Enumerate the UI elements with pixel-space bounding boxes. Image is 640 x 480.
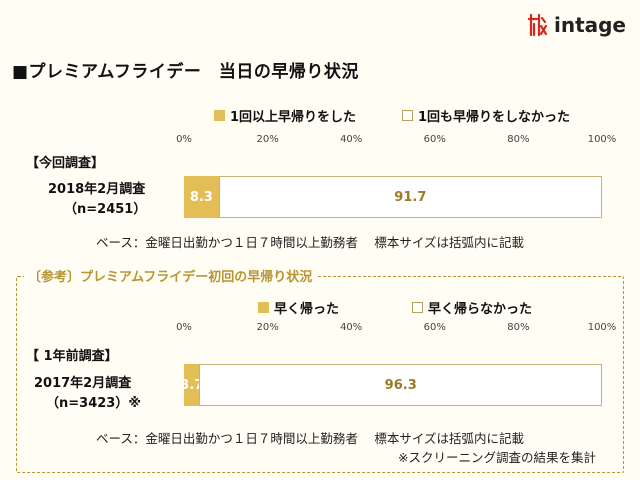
screening-note: ※スクリーニング調査の結果を集計 — [398, 450, 596, 465]
x-axis-reference-tick-1: 20% — [256, 322, 279, 333]
legend-label-not-early: 1回も早帰りをしなかった — [418, 110, 571, 125]
x-axis-reference-tick-0: 0% — [176, 322, 192, 333]
section-label-reference: 【 1年前調査】 — [26, 349, 118, 364]
legend-swatch-early — [214, 110, 225, 121]
legend-label-did-not-go-early: 早く帰らなかった — [428, 302, 533, 317]
reference-title: 〔参考〕プレミアムフライデー初回の早帰り状況 — [24, 266, 317, 285]
x-axis-reference-tick-3: 60% — [423, 322, 446, 333]
x-axis-current-tick-3: 60% — [423, 134, 446, 145]
page-title: ■プレミアムフライデー 当日の早帰り状況 — [12, 62, 359, 82]
x-axis-reference-tick-4: 80% — [507, 322, 530, 333]
bar-current-segment-1: 91.7 — [218, 176, 602, 218]
stacked-bar-current: 8.3 91.7 — [184, 176, 602, 218]
legend-item-did-not-go-early: 早く帰らなかった — [412, 298, 532, 317]
bar-reference-value-label-0: 3.7 — [180, 377, 204, 393]
legend-label-early: 1回以上早帰りをした — [230, 110, 357, 125]
x-axis-current-tick-5: 100% — [587, 134, 617, 145]
row-label-current-line2: （n=2451） — [64, 202, 147, 217]
base-note-reference: ベース：金曜日出勤かつ１日７時間以上勤務者 標本サイズは括弧内に記載 — [96, 431, 524, 446]
row-label-current-line1: 2018年2月調査 — [48, 182, 146, 197]
legend-item-went-early: 早く帰った — [258, 298, 339, 317]
x-axis-current-tick-1: 20% — [256, 134, 279, 145]
x-axis-reference-tick-2: 40% — [340, 322, 363, 333]
legend-label-went-early: 早く帰った — [274, 302, 340, 317]
reference-box — [16, 276, 624, 473]
logo-text: intage — [553, 13, 626, 37]
intage-logo-icon — [527, 13, 548, 37]
bar-reference-value-label-1: 96.3 — [384, 377, 417, 393]
legend-swatch-went-early — [258, 302, 269, 313]
row-label-reference-line2: （n=3423）※ — [46, 396, 141, 411]
section-label-current: 【今回調査】 — [26, 156, 105, 171]
base-note-current: ベース：金曜日出勤かつ１日７時間以上勤務者 標本サイズは括弧内に記載 — [96, 235, 524, 250]
legend-item-not-early: 1回も早帰りをしなかった — [402, 106, 570, 125]
bar-current-value-label-0: 8.3 — [189, 189, 213, 205]
x-axis-current-tick-2: 40% — [340, 134, 363, 145]
legend-item-early: 1回以上早帰りをした — [214, 106, 356, 125]
x-axis-current-tick-0: 0% — [176, 134, 192, 145]
legend-swatch-not-early — [402, 110, 413, 121]
bar-current-segment-0: 8.3 — [184, 176, 219, 218]
stacked-bar-reference: 3.7 96.3 — [180, 364, 602, 406]
intage-logo: intage — [527, 12, 626, 38]
bar-reference-segment-0: 3.7 — [180, 364, 203, 406]
row-label-reference-line1: 2017年2月調査 — [34, 376, 132, 391]
bar-current-value-label-1: 91.7 — [394, 189, 427, 205]
legend-swatch-did-not-go-early — [412, 302, 423, 313]
x-axis-reference-tick-5: 100% — [587, 322, 617, 333]
bar-reference-segment-1: 96.3 — [199, 364, 602, 406]
x-axis-current-tick-4: 80% — [507, 134, 530, 145]
